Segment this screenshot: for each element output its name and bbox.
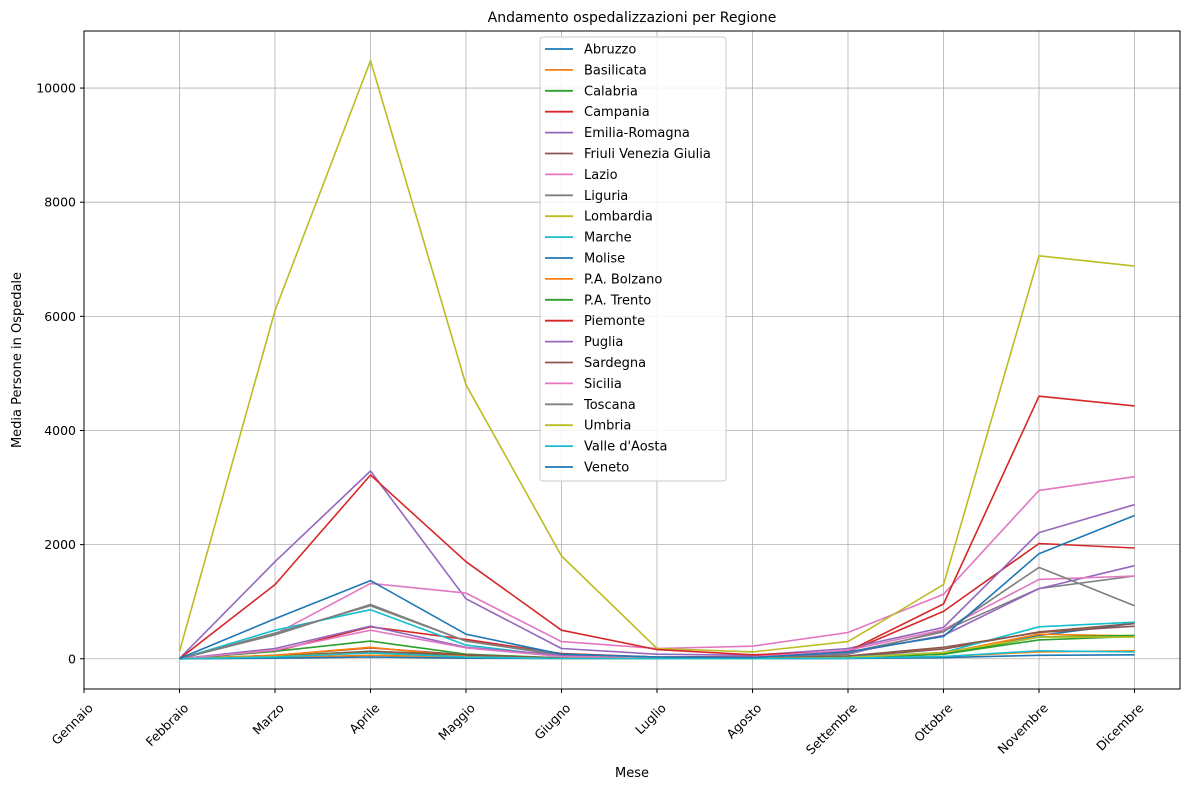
series-line-lombardia (178, 59, 1135, 653)
legend-label: Valle d'Aosta (584, 440, 667, 455)
legend-box (539, 36, 727, 482)
legend-label: P.A. Trento (584, 293, 651, 308)
series-line-piemonte (179, 395, 1135, 660)
x-tick-label: Settembre (803, 700, 860, 757)
x-tick-label: Gennaio (49, 700, 96, 747)
legend-label: Toscana (583, 398, 636, 413)
legend-label: Basilicata (584, 63, 647, 78)
series-lines (178, 59, 1135, 660)
legend-label: Abruzzo (584, 43, 636, 58)
x-axis-ticks: Gennaio Febbraio Marzo Aprile Maggio Giugno Lu… (49, 689, 1147, 757)
x-tick-label: Febbraio (143, 700, 192, 749)
legend-label: Piemonte (584, 314, 645, 329)
y-tick-label: 10000 (36, 81, 76, 96)
x-tick-label: Dicembre (1093, 700, 1146, 753)
legend-label: Sardegna (584, 356, 646, 371)
y-tick-label: 8000 (44, 195, 76, 210)
legend-label: Umbria (584, 419, 631, 434)
legend-label: Lazio (584, 168, 618, 183)
legend-label: Calabria (584, 84, 638, 99)
y-axis-ticks: 0 2000 4000 6000 8000 10000 (36, 81, 84, 666)
x-tick-label: Luglio (632, 700, 669, 737)
x-tick-label: Novembre (995, 700, 1052, 757)
legend-label: P.A. Bolzano (584, 272, 662, 287)
y-tick-label: 6000 (44, 309, 76, 324)
series-line-veneto (179, 514, 1135, 660)
x-tick-label: Agosto (723, 700, 764, 741)
legend-label: Puglia (584, 335, 623, 350)
x-tick-label: Aprile (346, 700, 382, 736)
legend: Abruzzo Basilicata Calabria Campania Emilia-… (539, 36, 727, 482)
legend-label: Emilia-Romagna (584, 126, 690, 141)
legend-label: Marche (584, 231, 632, 246)
legend-label: Veneto (584, 461, 629, 476)
x-axis-label: Mese (615, 766, 649, 781)
x-tick-label: Giugno (531, 700, 573, 742)
x-tick-label: Ottobre (911, 700, 956, 745)
legend-label: Friuli Venezia Giulia (584, 147, 711, 162)
y-axis-label: Media Persone in Ospedale (10, 272, 25, 448)
chart-title: Andamento ospedalizzazioni per Regione (488, 10, 777, 26)
legend-label: Campania (584, 105, 650, 120)
legend-label: Molise (584, 252, 625, 267)
series-line-valle-d-aosta (179, 649, 1135, 660)
legend-label: Lombardia (584, 210, 653, 225)
y-tick-label: 0 (68, 651, 76, 666)
x-tick-label: Maggio (435, 700, 478, 743)
legend-label: Sicilia (584, 377, 622, 392)
x-tick-label: Marzo (250, 700, 287, 737)
y-tick-label: 2000 (44, 537, 76, 552)
y-tick-label: 4000 (44, 423, 76, 438)
legend-label: Liguria (584, 189, 628, 204)
series-line-emilia-romagna (178, 470, 1135, 660)
plot-frame (83, 30, 1181, 690)
